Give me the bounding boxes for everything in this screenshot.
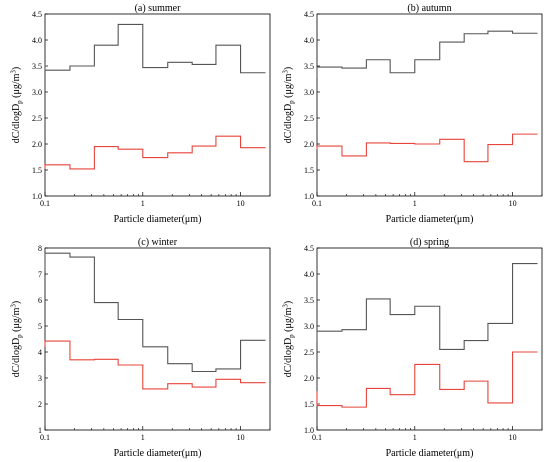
panel-summer: 1.0 1.5 2.0 2.5 3.0 3.5 4.0 4.5 0.1 1 10 (a) summer… (10, 3, 271, 225)
y-tick-label: 1 (38, 426, 42, 435)
y-tick-label: 4.0 (304, 270, 314, 279)
panel-title: (a) summer (135, 3, 181, 14)
x-tick-label: 10 (509, 199, 517, 208)
panel-autumn: 1.0 1.5 2.0 2.5 3.0 3.5 4.0 4.5 0.1 1 10 (b) autumn… (282, 3, 543, 225)
y-tick-label: 3.5 (32, 62, 42, 71)
y-tick-label: 7 (38, 270, 42, 279)
series-line-0 (44, 23, 266, 74)
series-line-0 (44, 252, 266, 373)
y-axis-label: dC/dlogDp (μg/m3) (10, 67, 24, 144)
y-tick-label: 5 (38, 322, 42, 331)
y-tick-label: 1.5 (304, 400, 314, 409)
x-axis-label: Particle diameter(μm) (386, 448, 474, 459)
x-axis-label: Particle diameter(μm) (114, 448, 202, 459)
y-axis-label: dC/dlogDp (μg/m3) (282, 67, 296, 144)
series-line-0 (316, 30, 538, 78)
x-axis-label: Particle diameter(μm) (114, 214, 202, 225)
panel-title: (c) winter (138, 237, 178, 248)
y-axis-label: dC/dlogDp (μg/m3) (10, 301, 24, 378)
x-tick-label: 10 (237, 433, 245, 442)
y-tick-label: 1.5 (304, 166, 314, 175)
plot-frame (44, 247, 271, 431)
x-tick-label: 1 (413, 199, 417, 208)
y-tick-label: 3 (38, 374, 42, 383)
series-line-1 (316, 133, 538, 163)
x-tick-label: 10 (237, 199, 245, 208)
plot-frame (44, 13, 271, 197)
y-tick-label: 6 (38, 296, 42, 305)
x-tick-label: 1 (413, 433, 417, 442)
y-tick-label: 3.5 (304, 296, 314, 305)
y-tick-label: 1.5 (32, 166, 42, 175)
y-tick-label: 1.0 (304, 426, 314, 435)
y-tick-label: 2.0 (304, 140, 314, 149)
x-tick-label: 10 (509, 433, 517, 442)
y-tick-label: 1.0 (304, 192, 314, 201)
y-tick-label: 8 (38, 244, 42, 253)
x-tick-label: 1 (141, 433, 145, 442)
y-tick-label: 2 (38, 400, 42, 409)
y-tick-label: 4.5 (32, 10, 42, 19)
x-axis-label: Particle diameter(μm) (386, 214, 474, 225)
y-tick-label: 3.0 (304, 322, 314, 331)
y-tick-label: 3.0 (304, 88, 314, 97)
y-tick-label: 1.0 (32, 192, 42, 201)
y-tick-label: 4.5 (304, 244, 314, 253)
x-tick-label: 1 (141, 199, 145, 208)
y-tick-label: 3.0 (32, 88, 42, 97)
y-tick-label: 2.5 (304, 114, 314, 123)
series-line-1 (44, 135, 266, 170)
x-tick-label: 0.1 (40, 433, 50, 442)
plot-frame (316, 13, 543, 197)
panel-spring: 1.0 1.5 2.0 2.5 3.0 3.5 4.0 4.5 0.1 1 10 (d) spring… (282, 237, 543, 459)
y-tick-label: 4.0 (32, 36, 42, 45)
y-tick-label: 2.0 (304, 374, 314, 383)
x-tick-label: 0.1 (40, 199, 50, 208)
y-tick-label: 4.5 (304, 10, 314, 19)
y-tick-label: 2.5 (304, 348, 314, 357)
y-axis-label: dC/dlogDp (μg/m3) (282, 301, 296, 378)
y-tick-label: 3.5 (304, 62, 314, 71)
y-tick-label: 4 (38, 348, 42, 357)
panel-title: (b) autumn (407, 3, 451, 14)
series-line-1 (44, 340, 266, 390)
panel-title: (d) spring (410, 237, 449, 248)
y-tick-label: 2.0 (32, 140, 42, 149)
series-line-0 (316, 263, 538, 350)
x-tick-label: 0.1 (312, 199, 322, 208)
x-tick-label: 0.1 (312, 433, 322, 442)
series-line-1 (316, 351, 538, 408)
y-tick-label: 4.0 (304, 36, 314, 45)
y-tick-label: 2.5 (32, 114, 42, 123)
